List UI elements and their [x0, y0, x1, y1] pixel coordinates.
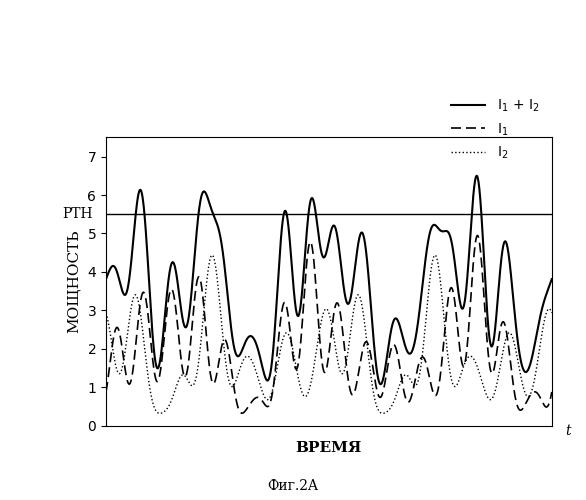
I₁ + I₂ [548, 276, 556, 282]
I₂ [103, 310, 110, 316]
I₁ + I₂ [377, 381, 384, 387]
I₁ [454, 321, 461, 327]
I₁ [239, 410, 246, 416]
I₁ [125, 381, 132, 387]
I₁ [548, 389, 556, 395]
I₂ [536, 348, 543, 354]
I₁ [319, 365, 326, 371]
I₂ [454, 381, 461, 387]
I₁ + I₂ [536, 319, 543, 325]
I₂ [209, 252, 216, 258]
Text: PТН: PТН [62, 208, 93, 222]
I₂ [548, 310, 556, 316]
Legend: I$_1$ + I$_2$, I$_1$, I$_2$: I$_1$ + I$_2$, I$_1$, I$_2$ [445, 92, 545, 166]
I₁ + I₂ [103, 276, 110, 282]
I₁ + I₂ [319, 254, 326, 260]
Y-axis label: МОЩНОСТЬ: МОЩНОСТЬ [66, 230, 80, 334]
I₁ [474, 232, 481, 238]
Text: t: t [565, 424, 571, 438]
I₁ [103, 389, 110, 395]
I₂ [156, 410, 163, 416]
I₁ [536, 392, 543, 398]
I₂ [320, 310, 327, 316]
I₁ + I₂ [308, 196, 315, 202]
I₁ [308, 240, 315, 246]
I₂ [536, 349, 543, 355]
I₂ [125, 321, 132, 327]
I₂ [308, 378, 315, 384]
I₁ + I₂ [125, 280, 132, 285]
Line: I₁ + I₂: I₁ + I₂ [106, 176, 552, 384]
I₁ + I₂ [473, 173, 480, 179]
I₁ [536, 393, 543, 399]
Text: Фиг.2A: Фиг.2A [267, 479, 319, 493]
I₁ + I₂ [536, 318, 543, 324]
Line: I₁: I₁ [106, 236, 552, 413]
X-axis label: ВРЕМЯ: ВРЕМЯ [296, 441, 362, 455]
Line: I₂: I₂ [106, 255, 552, 414]
I₁ + I₂ [454, 280, 461, 285]
